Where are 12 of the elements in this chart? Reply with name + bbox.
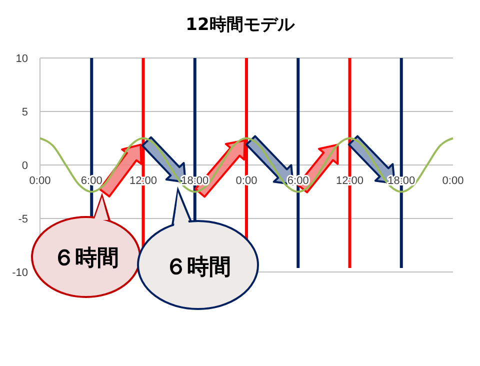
- chart-title: 12時間モデル: [186, 15, 296, 35]
- y-tick-label: -10: [12, 267, 28, 279]
- annotation: ６時間: [165, 255, 231, 280]
- y-tick-label: 10: [16, 53, 28, 65]
- y-tick-label: 0: [22, 160, 28, 172]
- x-tick-label: 0:00: [29, 175, 51, 187]
- annotation: ６時間: [53, 246, 119, 271]
- x-tick-label: 6:00: [287, 175, 309, 187]
- y-tick-label: 5: [22, 106, 28, 118]
- x-tick-label: 18:00: [181, 175, 209, 187]
- y-tick-label: -5: [18, 214, 28, 226]
- x-tick-label: 0:00: [442, 175, 464, 187]
